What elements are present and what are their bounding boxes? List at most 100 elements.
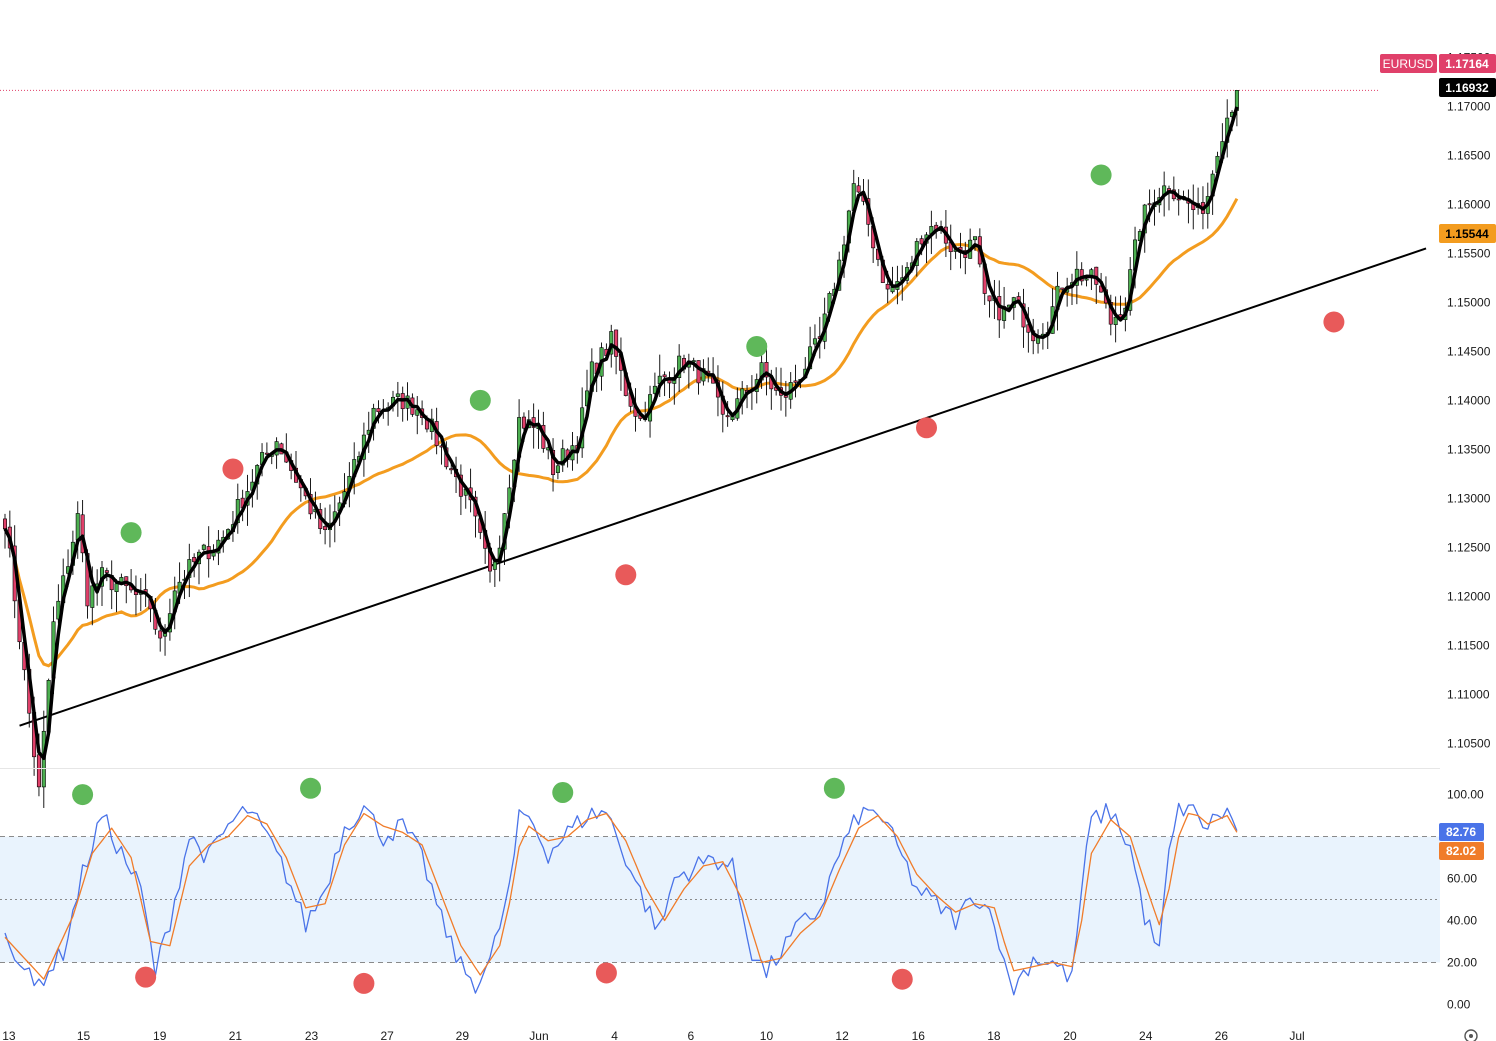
stochastic-trough-marker	[353, 972, 375, 994]
symbol-badge: EURUSD	[1380, 54, 1437, 73]
support-trendline[interactable]	[19, 247, 1427, 727]
candle-body-down	[104, 570, 109, 573]
candle-body-up	[812, 338, 817, 345]
candle-body-down	[696, 360, 701, 384]
candle[interactable]	[1176, 189, 1181, 216]
time-tick-label: 26	[1215, 1029, 1229, 1041]
candle-body-down	[2, 518, 8, 530]
candle[interactable]	[80, 499, 85, 563]
candle-body-up	[560, 448, 565, 466]
last-price-badge-bg	[1439, 54, 1496, 73]
candle-body-down	[192, 557, 197, 563]
time-tick-label: 6	[687, 1029, 694, 1041]
price-tick-label: 1.17000	[1447, 99, 1491, 113]
time-tick-label: 21	[229, 1029, 243, 1041]
stochastic-pane[interactable]	[4, 777, 1238, 996]
candle-body-up	[701, 368, 706, 382]
candle-body-down	[36, 754, 41, 788]
stochastic-band-area	[0, 836, 1440, 963]
candle[interactable]	[1079, 262, 1084, 286]
price-tick-label: 1.16500	[1447, 148, 1491, 162]
time-tick-label: 29	[456, 1029, 470, 1041]
price-tick-label: 1.12500	[1447, 540, 1491, 554]
candle[interactable]	[793, 364, 798, 398]
candle-body-down	[885, 283, 890, 290]
time-tick-label: Jun	[529, 1029, 548, 1041]
stoch-k-badge: 82.76	[1439, 823, 1484, 841]
stochastic-k-line[interactable]	[4, 802, 1238, 996]
candle[interactable]	[614, 329, 619, 375]
candle-body-up	[492, 561, 497, 570]
price-tick-label: 1.15500	[1447, 246, 1491, 260]
stoch-d-badge: 82.02	[1439, 842, 1484, 860]
candle-body-down	[1176, 198, 1181, 201]
stochastic-tick-label: 0.00	[1447, 997, 1471, 1011]
candle[interactable]	[764, 343, 769, 396]
candle-body-up	[114, 583, 119, 592]
candle-body-up	[677, 355, 682, 379]
candle[interactable]	[1084, 276, 1089, 287]
candle[interactable]	[235, 483, 240, 534]
time-tick-label: 20	[1063, 1029, 1077, 1041]
candle-body-up	[201, 544, 206, 550]
candle-body-down	[987, 295, 992, 302]
slow-ma-badge: 1.15544	[1439, 224, 1496, 243]
swing-high-marker	[746, 335, 768, 357]
candle-body-up	[972, 236, 977, 241]
stochastic-peak-marker	[300, 777, 322, 799]
candle-body-down	[614, 329, 619, 357]
swing-high-marker	[469, 389, 491, 411]
stochastic-tick-label: 20.00	[1447, 955, 1477, 969]
candle[interactable]	[560, 439, 565, 472]
stochastic-tick-label: 40.00	[1447, 913, 1477, 927]
time-tick-label: 16	[912, 1029, 926, 1041]
candle-body-down	[764, 362, 769, 378]
stochastic-trough-marker	[135, 966, 157, 988]
candle-body-down	[449, 468, 454, 471]
fast-ma-label: 1.16932	[1445, 81, 1489, 95]
candle[interactable]	[323, 507, 328, 545]
candle[interactable]	[987, 295, 992, 318]
swing-high-marker	[120, 522, 142, 544]
candle[interactable]	[264, 442, 269, 457]
time-axis[interactable]: 13 15 19 21 23 27 29 Jun 4 6 10 12 16 18 20 24 26 Jul	[2, 1029, 1305, 1041]
stochastic-peak-marker	[823, 777, 845, 799]
settings-icon[interactable]	[1464, 1029, 1478, 1041]
time-tick-label: Jul	[1289, 1029, 1304, 1041]
candle-body-down	[793, 380, 798, 383]
time-tick-label: 24	[1139, 1029, 1153, 1041]
stoch-k-label: 82.76	[1446, 825, 1476, 839]
candle-body-down	[725, 415, 730, 418]
symbol-badge-bg	[1380, 54, 1437, 73]
stochastic-peak-marker	[552, 781, 574, 803]
price-axis[interactable]: 1.175001.170001.165001.160001.155001.150…	[1447, 50, 1491, 750]
last-price-label: 1.17164	[1445, 57, 1489, 71]
price-pane[interactable]	[0, 89, 1427, 808]
fast-moving-average[interactable]	[3, 106, 1239, 761]
stochastic-tick-label: 60.00	[1447, 872, 1477, 886]
candle-body-down	[919, 238, 924, 245]
candle[interactable]	[662, 371, 667, 397]
candle[interactable]	[555, 463, 560, 480]
candle[interactable]	[856, 177, 861, 193]
candle-body-down	[521, 416, 526, 429]
stoch-d-label: 82.02	[1446, 844, 1476, 858]
candle-body-up	[1084, 278, 1089, 281]
candle[interactable]	[677, 344, 682, 392]
swing-high-marker	[1090, 164, 1112, 186]
candle-body-down	[662, 374, 667, 378]
time-tick-label: 15	[77, 1029, 91, 1041]
slow-moving-average[interactable]	[3, 197, 1239, 668]
time-tick-label: 19	[153, 1029, 167, 1041]
price-tick-label: 1.11500	[1447, 638, 1490, 652]
time-tick-label: 18	[987, 1029, 1001, 1041]
candle-body-down	[158, 630, 163, 639]
candle-body-down	[323, 526, 328, 531]
fast-ma-badge-bg	[1439, 78, 1496, 97]
candle[interactable]	[201, 543, 206, 552]
stochastic-d-line[interactable]	[4, 812, 1238, 980]
candle[interactable]	[551, 438, 556, 492]
candle-body-down	[856, 185, 861, 193]
price-tick-label: 1.16000	[1447, 197, 1491, 211]
slow-ma-badge-bg	[1439, 224, 1496, 243]
